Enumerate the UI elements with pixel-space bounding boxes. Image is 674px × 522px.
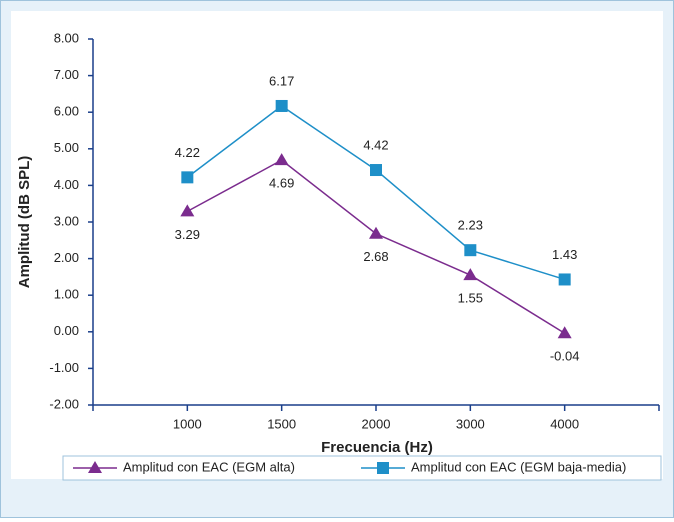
data-point [274,153,289,166]
legend-marker [88,461,102,473]
data-label: 6.17 [269,73,294,88]
x-tick-label: 1500 [267,416,296,431]
data-label: 1.43 [552,247,577,262]
plot-background [11,11,663,479]
x-tick-label: 1000 [173,416,202,431]
data-label: 2.68 [363,249,388,264]
data-point [557,326,572,339]
data-point [463,268,478,281]
data-point [464,244,477,257]
y-tick-label: 3.00 [54,213,79,228]
data-label: 1.55 [458,291,483,306]
y-tick-label: -1.00 [49,360,79,375]
y-tick-label: 0.00 [54,323,79,338]
data-point [558,273,571,286]
data-label: 4.69 [269,176,294,191]
y-axis-title: Amplitud (dB SPL) [16,156,33,288]
x-tick-label: 4000 [550,416,579,431]
x-axis-title: Frecuencia (Hz) [321,439,433,456]
y-tick-label: 1.00 [54,287,79,302]
data-point [275,99,288,112]
y-tick-label: 4.00 [54,177,79,192]
data-label: -0.04 [550,349,580,364]
y-tick-label: 7.00 [54,67,79,82]
y-tick-label: 5.00 [54,140,79,155]
x-tick-label: 2000 [362,416,391,431]
y-tick-label: -2.00 [49,396,79,411]
data-label: 4.42 [363,137,388,152]
data-label: 3.29 [175,227,200,242]
data-point [180,204,195,217]
x-tick-label: 3000 [456,416,485,431]
y-tick-label: 6.00 [54,104,79,119]
data-label: 4.22 [175,145,200,160]
y-tick-label: 8.00 [54,30,79,45]
legend-label: Amplitud con EAC (EGM alta) [123,459,295,474]
y-tick-label: 2.00 [54,250,79,265]
legend-marker [377,462,389,474]
data-label: 2.23 [458,218,483,233]
data-point [370,164,382,177]
data-point [181,171,194,184]
data-point [369,226,383,239]
legend-label: Amplitud con EAC (EGM baja-media) [411,459,626,474]
